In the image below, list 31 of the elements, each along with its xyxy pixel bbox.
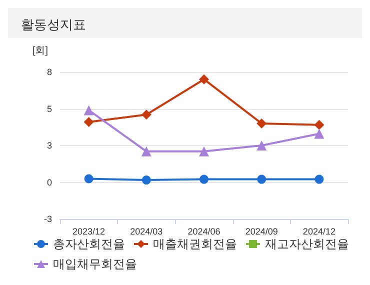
- legend-label: 재고자산회전율: [265, 237, 349, 251]
- y-axis-title: [회]: [32, 46, 48, 56]
- x-tick-label: 2024/12: [302, 226, 336, 236]
- y-tick-label: -3: [44, 214, 52, 224]
- point: [141, 146, 152, 156]
- legend-label: 매출채권회전율: [153, 237, 237, 251]
- legend-label: 매입채무회전율: [53, 257, 137, 271]
- y-tick-label: 0: [46, 177, 52, 188]
- point: [84, 116, 94, 127]
- point: [314, 174, 324, 184]
- point: [257, 174, 266, 184]
- point: [199, 74, 209, 84]
- chart-title: 활동성지표: [21, 18, 86, 33]
- x-tick-label: 2024/03: [130, 226, 163, 236]
- x-tick-label: 2023/12: [72, 226, 106, 236]
- point: [256, 140, 267, 150]
- legend-label: 총자산회전율: [53, 237, 125, 251]
- point: [256, 118, 267, 128]
- point: [314, 120, 324, 130]
- x-tick-label: 2024/09: [245, 226, 278, 236]
- y-tick-label: 3: [46, 140, 52, 150]
- point: [142, 176, 151, 185]
- point: [84, 105, 94, 116]
- point: [141, 110, 152, 120]
- point: [84, 174, 94, 184]
- point: [314, 128, 324, 139]
- y-tick-label: 5: [46, 104, 52, 114]
- y-tick-label: 8: [46, 67, 52, 77]
- x-tick-label: 2024/06: [188, 226, 220, 236]
- point: [200, 174, 208, 184]
- point: [199, 146, 209, 156]
